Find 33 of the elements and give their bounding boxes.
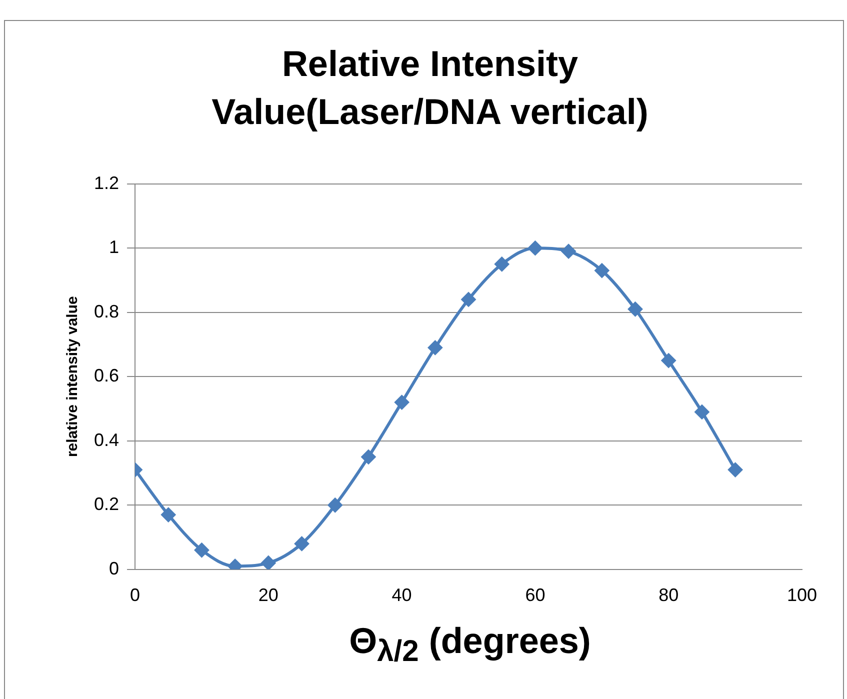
y-tick-label: 0.2 — [94, 494, 120, 514]
point — [428, 340, 443, 356]
y-tick-label: 0.8 — [94, 301, 120, 322]
point — [694, 404, 710, 420]
y-tick-label: 1 — [109, 237, 120, 258]
x-tick-label: 40 — [392, 585, 412, 606]
y-tick-label: 1.2 — [94, 172, 120, 193]
chart-title: Relative Intensity Value(Laser/DNA vertical) — [210, 42, 650, 134]
y-tick-label: 0.4 — [94, 430, 120, 450]
x-tick-label: 100 — [786, 585, 818, 606]
point — [194, 542, 210, 558]
y-tick-label: 0 — [109, 558, 120, 578]
point — [160, 507, 176, 522]
x-tick-label: 0 — [130, 585, 140, 606]
point — [661, 353, 676, 368]
point — [528, 240, 543, 256]
y-axis-title: relative intensity value — [64, 296, 82, 458]
x-tick-label: 80 — [658, 585, 679, 606]
point — [728, 462, 743, 478]
point — [328, 498, 343, 513]
point — [360, 449, 376, 464]
point — [461, 292, 476, 307]
point — [561, 244, 576, 259]
point — [260, 555, 276, 570]
point — [628, 302, 643, 317]
x-tick-label: 20 — [258, 585, 278, 606]
point — [494, 256, 510, 272]
point — [594, 263, 610, 278]
y-tick-label: 0.6 — [94, 366, 120, 386]
x-tick-label: 60 — [525, 585, 546, 606]
point — [294, 536, 310, 552]
point — [394, 394, 410, 410]
x-axis-title: Θ$_{λ/2}$ (degrees) — [348, 620, 592, 670]
